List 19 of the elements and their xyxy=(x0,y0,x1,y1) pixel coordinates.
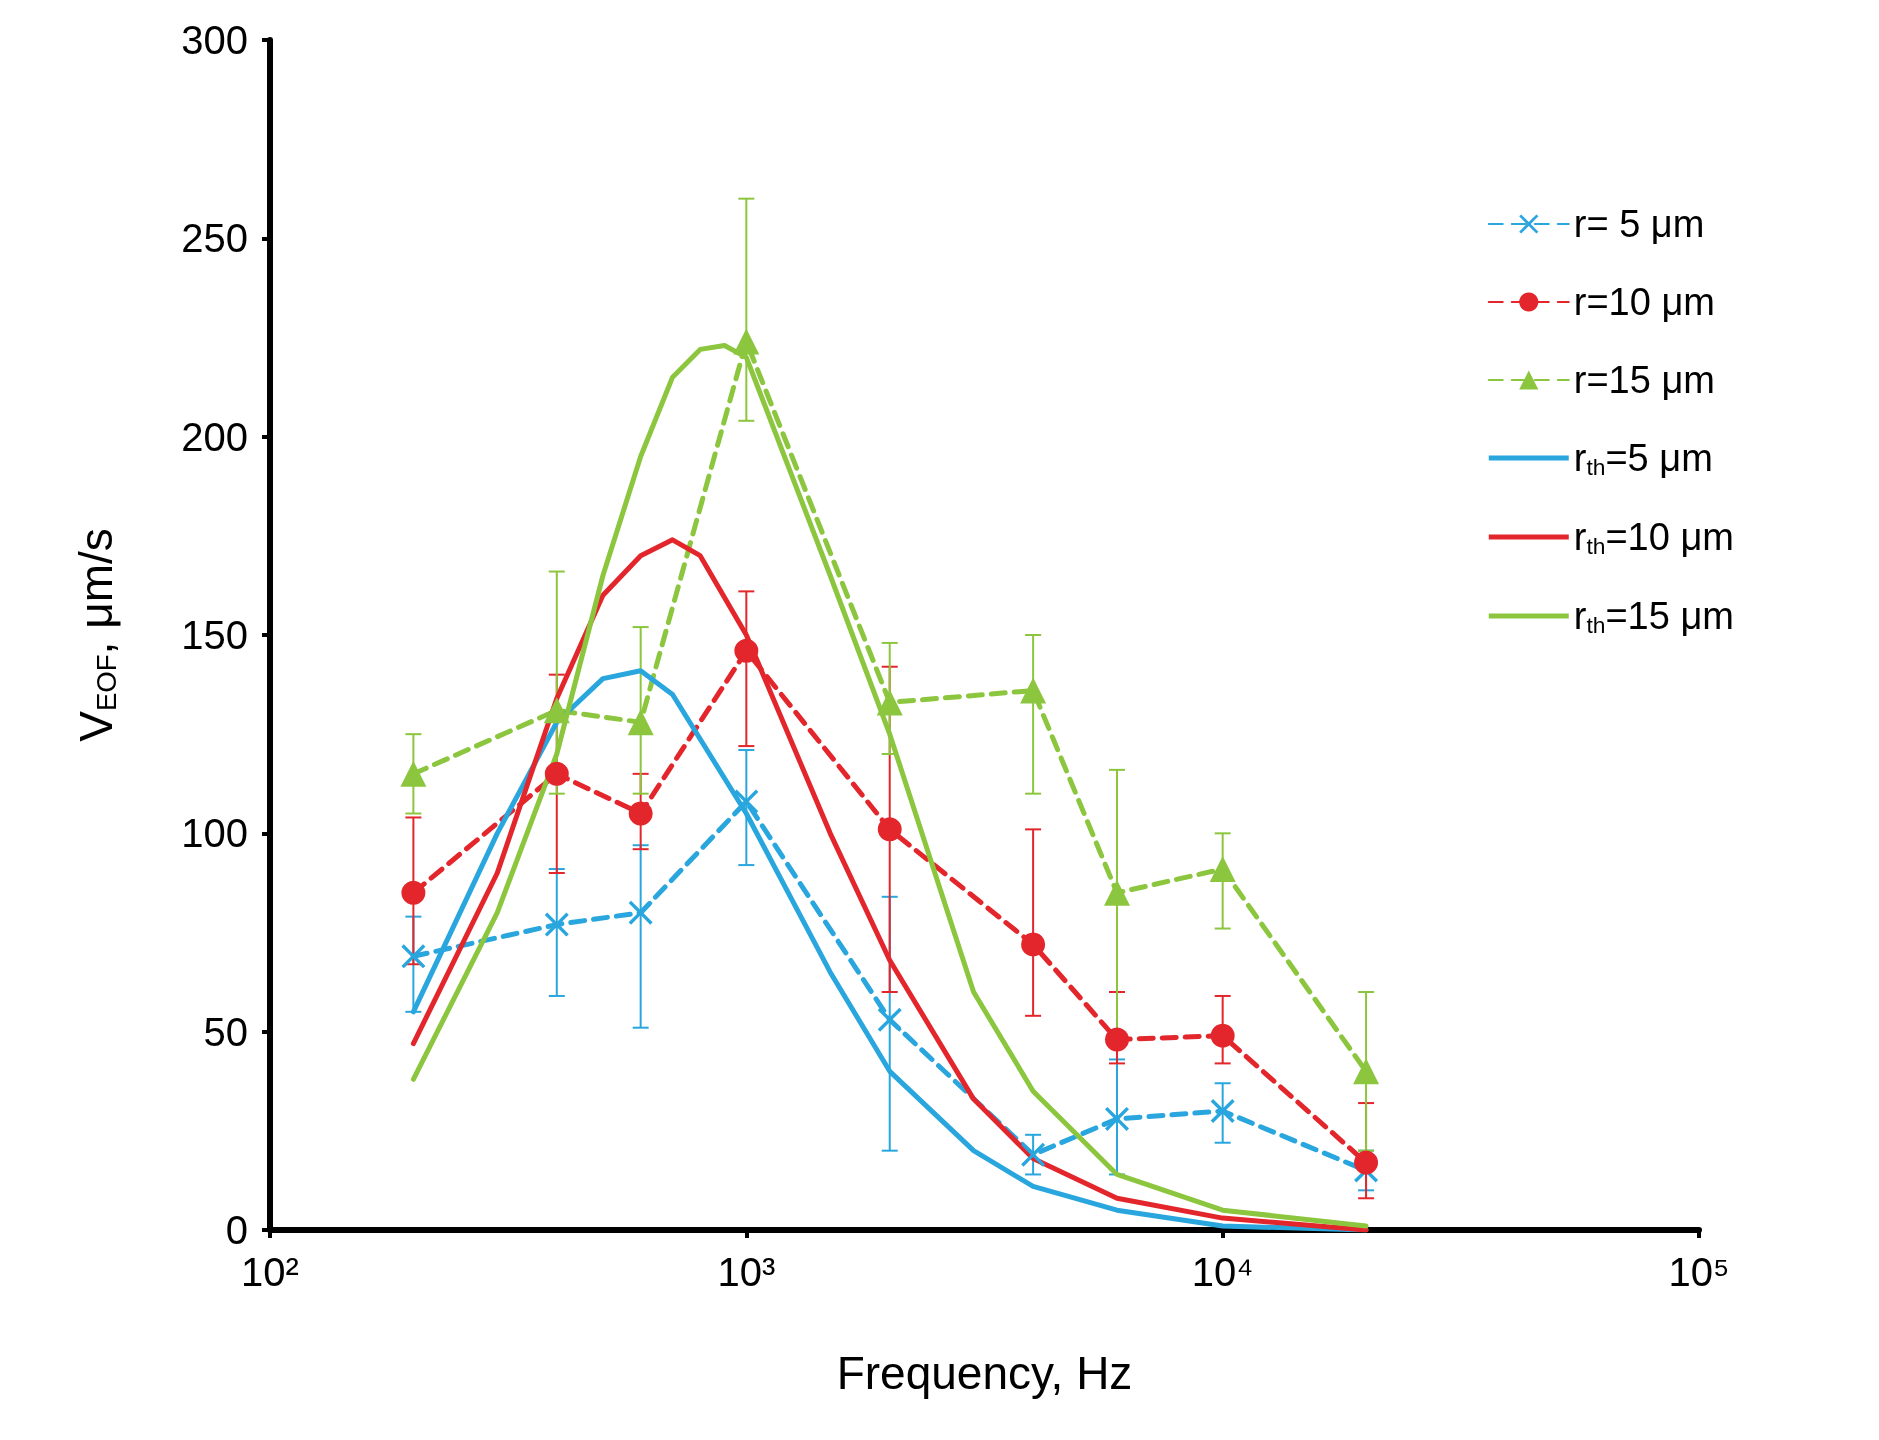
legend-label: rth=15 μm xyxy=(1573,595,1735,638)
legend-label: r= 5 μm xyxy=(1573,203,1705,245)
y-tick-label: 250 xyxy=(181,216,248,261)
x-axis-title: Frequency, Hz xyxy=(836,1347,1133,1399)
legend-label: r=10 μm xyxy=(1573,281,1715,323)
x-tick-label: 10³ xyxy=(717,1250,776,1294)
legend-label: r=15 μm xyxy=(1573,359,1715,401)
x-tick-label: 10² xyxy=(241,1250,299,1294)
legend-label: rth=5 μm xyxy=(1573,437,1713,480)
y-tick-label: 0 xyxy=(225,1208,248,1252)
legend-label: rth=10 μm xyxy=(1573,516,1735,559)
y-tick-label: 50 xyxy=(203,1009,248,1054)
x-tick-label: 10⁵ xyxy=(1668,1250,1730,1294)
x-tick-label: 10⁴ xyxy=(1191,1250,1254,1294)
y-tick-label: 300 xyxy=(181,18,248,62)
y-tick-label: 100 xyxy=(181,811,248,856)
y-tick-label: 150 xyxy=(181,613,248,657)
y-tick-label: 200 xyxy=(181,414,248,459)
y-axis-title: VEOF, μm/s xyxy=(69,528,122,742)
